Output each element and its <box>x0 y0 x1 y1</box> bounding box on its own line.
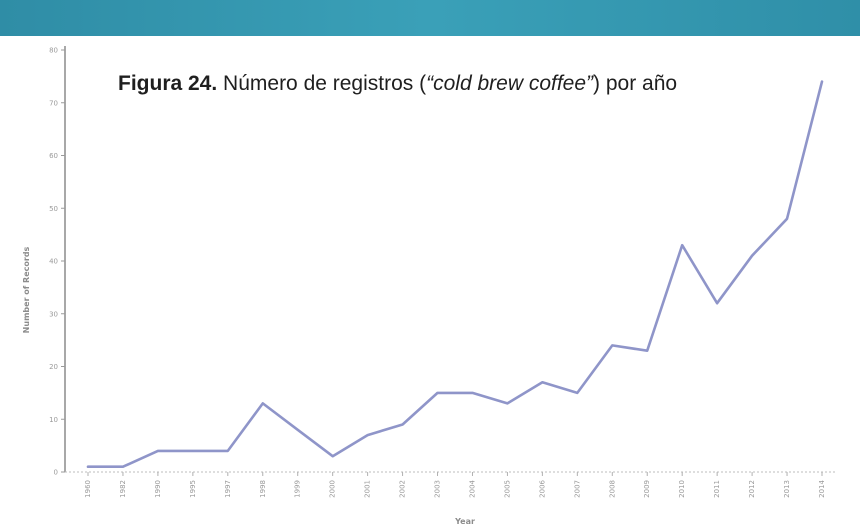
y-tick-label: 0 <box>54 469 58 477</box>
figure-title-em: “cold brew coffee” <box>426 72 594 95</box>
data-point <box>541 381 544 384</box>
x-tick-label: 2003 <box>434 480 442 498</box>
data-point <box>506 402 509 405</box>
y-ticks: 0 10 20 30 40 50 60 70 80 <box>49 47 65 477</box>
y-tick-label: 50 <box>49 205 58 213</box>
x-tick-label: 2011 <box>713 480 721 498</box>
data-point <box>261 402 264 405</box>
x-tick-label: 2002 <box>399 480 407 498</box>
x-tick-label: 2006 <box>538 479 546 497</box>
x-tick-label: 2009 <box>643 480 651 498</box>
x-tick-label: 2007 <box>573 480 581 498</box>
y-tick-label: 70 <box>49 99 58 107</box>
x-tick-label: 1960 <box>84 480 92 498</box>
data-point <box>471 392 474 394</box>
y-tick-label: 30 <box>49 310 58 318</box>
figure-title: Figura 24. Número de registros (“cold br… <box>118 72 677 96</box>
y-tick-label: 20 <box>49 363 58 371</box>
x-tick-label: 2008 <box>608 480 616 498</box>
axes <box>64 46 836 473</box>
data-point <box>646 349 649 352</box>
y-axis-title: Number of Records <box>22 246 31 333</box>
x-tick-label: 2001 <box>364 480 372 498</box>
x-tick-label: 2005 <box>503 480 511 498</box>
data-point <box>87 465 89 468</box>
data-point <box>122 465 124 468</box>
x-tick-label: 1982 <box>119 480 127 498</box>
data-point <box>401 423 404 426</box>
series-group <box>86 80 824 469</box>
x-tick-label: 2000 <box>329 480 337 498</box>
data-point <box>821 80 823 83</box>
data-point <box>751 254 753 257</box>
data-point <box>192 450 194 452</box>
data-point <box>436 392 439 394</box>
x-tick-label: 2004 <box>468 479 476 497</box>
x-axis-title: Year <box>454 517 475 526</box>
y-tick-label: 10 <box>49 416 58 424</box>
y-tick-label: 60 <box>49 152 58 160</box>
x-ticks: 1960 1982 1990 1995 1997 1998 1999 2000 2001 2002… <box>84 472 826 498</box>
x-tick-label: 2012 <box>748 480 756 498</box>
x-tick-label: 1990 <box>154 480 162 498</box>
data-point <box>576 392 579 394</box>
data-point <box>611 344 614 347</box>
figure-title-pre: Número de registros ( <box>223 72 427 95</box>
x-tick-label: 1995 <box>189 480 197 498</box>
series-line <box>86 80 824 469</box>
data-point <box>331 455 334 457</box>
data-point <box>296 429 299 431</box>
x-tick-label: 2010 <box>678 480 686 498</box>
x-tick-label: 2013 <box>783 480 791 498</box>
y-tick-label: 80 <box>49 47 58 55</box>
data-point <box>157 450 159 452</box>
data-point <box>366 434 369 436</box>
data-point <box>227 450 229 452</box>
figure-title-post: ) por año <box>593 72 678 95</box>
data-point <box>786 218 788 220</box>
figure-label: Figura 24. <box>118 72 218 95</box>
y-tick-label: 40 <box>49 258 58 266</box>
x-tick-label: 1999 <box>294 480 302 498</box>
data-point <box>716 302 718 305</box>
data-point <box>681 244 683 246</box>
header-band <box>0 0 860 36</box>
x-tick-label: 2014 <box>818 479 826 497</box>
x-tick-label: 1998 <box>259 480 267 498</box>
x-tick-label: 1997 <box>224 480 232 498</box>
